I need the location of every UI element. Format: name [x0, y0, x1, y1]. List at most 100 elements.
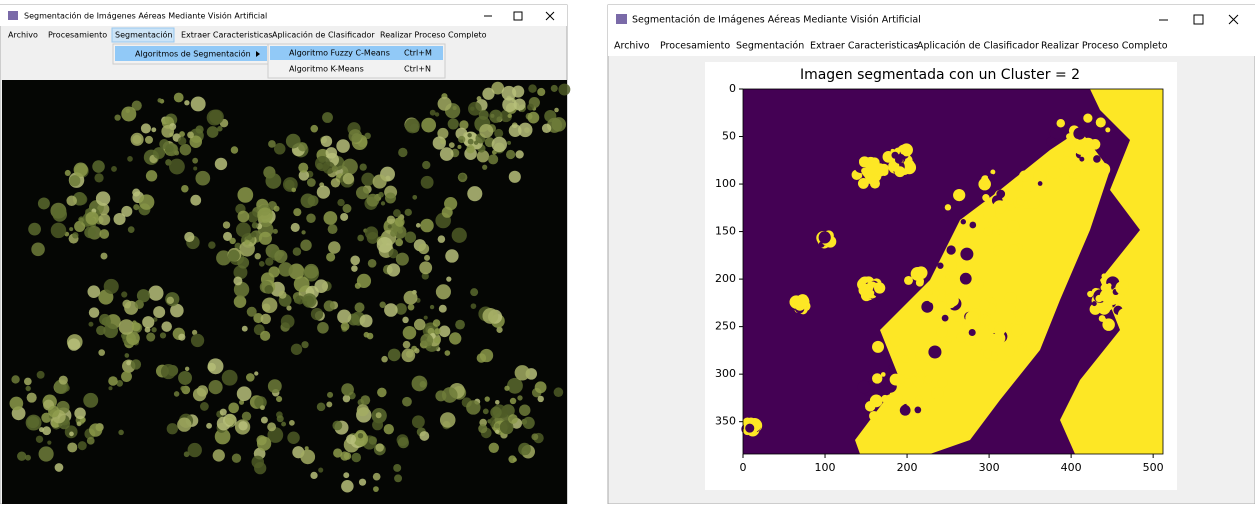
foliage: [36, 436, 43, 443]
menu-item[interactable]: Extraer Caracteristicas: [810, 41, 919, 52]
foliage: [108, 376, 118, 386]
cluster-speck: [1016, 316, 1022, 322]
cluster-speck: [931, 387, 943, 399]
menu-item[interactable]: Procesamiento: [48, 31, 107, 40]
foliage: [341, 322, 350, 331]
submenu-item[interactable]: Algoritmo K-Means: [289, 65, 364, 74]
foliage: [59, 376, 68, 385]
foliage: [293, 247, 301, 255]
cluster-speck: [970, 277, 984, 291]
cluster-speck: [1004, 346, 1015, 357]
foliage: [247, 307, 257, 317]
foliage: [24, 378, 32, 386]
foliage: [184, 100, 189, 105]
foliage: [466, 400, 480, 414]
cluster-speck: [1098, 302, 1110, 314]
cluster-speck: [937, 294, 945, 302]
foliage: [121, 106, 136, 121]
foliage: [92, 160, 105, 173]
foliage: [482, 308, 498, 324]
menu-item[interactable]: Procesamiento: [660, 41, 730, 52]
menu-item[interactable]: Realizar Proceso Completo: [380, 31, 487, 40]
foliage: [229, 238, 236, 245]
menu-item[interactable]: Segmentación: [736, 41, 804, 52]
foliage: [121, 291, 127, 297]
foliage: [440, 147, 454, 161]
foliage: [274, 206, 280, 212]
foliage: [76, 194, 87, 205]
foliage: [377, 388, 387, 398]
foliage: [200, 402, 209, 411]
x-tick-label: 0: [740, 461, 747, 474]
cluster-speck: [858, 381, 871, 394]
foliage: [25, 386, 30, 391]
foliage: [311, 308, 323, 320]
foliage: [492, 137, 507, 152]
foliage: [195, 125, 203, 133]
cluster-speck: [962, 319, 971, 328]
y-tick-label: 0: [729, 82, 736, 95]
foliage: [390, 230, 397, 237]
cluster-speck: [859, 156, 870, 167]
cluster-speck: [956, 332, 966, 342]
foliage: [332, 421, 342, 431]
foliage: [190, 195, 201, 206]
foliage: [233, 276, 242, 285]
submenu-item[interactable]: Algoritmos de Segmentación: [135, 49, 251, 59]
foliage: [558, 84, 570, 96]
menu-item[interactable]: Archivo: [8, 31, 38, 40]
segmented-image: [741, 89, 1163, 454]
plot-title: Imagen segmentada con un Cluster = 2: [800, 67, 1080, 83]
foliage: [537, 88, 545, 96]
menu-item[interactable]: Realizar Proceso Completo: [1041, 41, 1168, 52]
foliage: [251, 232, 257, 238]
foliage: [471, 303, 477, 309]
foliage: [422, 161, 430, 169]
foliage: [398, 437, 409, 448]
menu-item[interactable]: Extraer Caracteristicas: [181, 31, 273, 40]
cluster-speck: [1109, 295, 1118, 304]
cluster-speck: [912, 370, 918, 376]
foliage: [237, 187, 253, 203]
foliage: [381, 201, 385, 205]
foliage: [419, 431, 429, 441]
foliage: [328, 224, 338, 234]
foliage: [373, 473, 381, 481]
foliage: [467, 186, 482, 201]
foliage: [17, 451, 26, 460]
foliage: [157, 98, 161, 102]
foliage: [125, 353, 130, 358]
shortcut: Ctrl+N: [404, 65, 431, 74]
y-tick-label: 250: [715, 320, 736, 333]
foliage: [291, 223, 300, 232]
foliage: [300, 449, 315, 464]
cluster-speck: [989, 216, 999, 226]
foliage: [360, 395, 370, 405]
submenu-item[interactable]: Algoritmo Fuzzy C-Means: [289, 49, 390, 58]
foliage: [260, 405, 265, 410]
foliage: [231, 146, 238, 153]
foliage: [466, 145, 474, 153]
foliage: [307, 178, 316, 187]
foliage: [357, 235, 364, 242]
menu-item[interactable]: Archivo: [614, 41, 650, 52]
cluster-speck: [942, 315, 949, 322]
foliage: [508, 455, 516, 463]
menu-item[interactable]: Aplicación de Clasificador: [917, 41, 1039, 52]
foliage: [414, 319, 426, 331]
foliage: [506, 150, 515, 159]
foliage: [414, 348, 419, 353]
foliage: [242, 412, 251, 421]
foliage: [535, 381, 547, 393]
foliage: [255, 253, 261, 259]
foliage: [420, 334, 433, 347]
cluster-speck: [945, 204, 951, 210]
cluster-speck: [911, 376, 916, 381]
cluster-speck: [1017, 344, 1024, 351]
foliage: [326, 401, 332, 407]
menu-item[interactable]: Segmentación: [115, 30, 173, 40]
foliage: [337, 199, 344, 206]
menu-item[interactable]: Aplicación de Clasificador: [272, 30, 375, 40]
foliage: [78, 441, 87, 450]
foliage: [402, 348, 416, 362]
